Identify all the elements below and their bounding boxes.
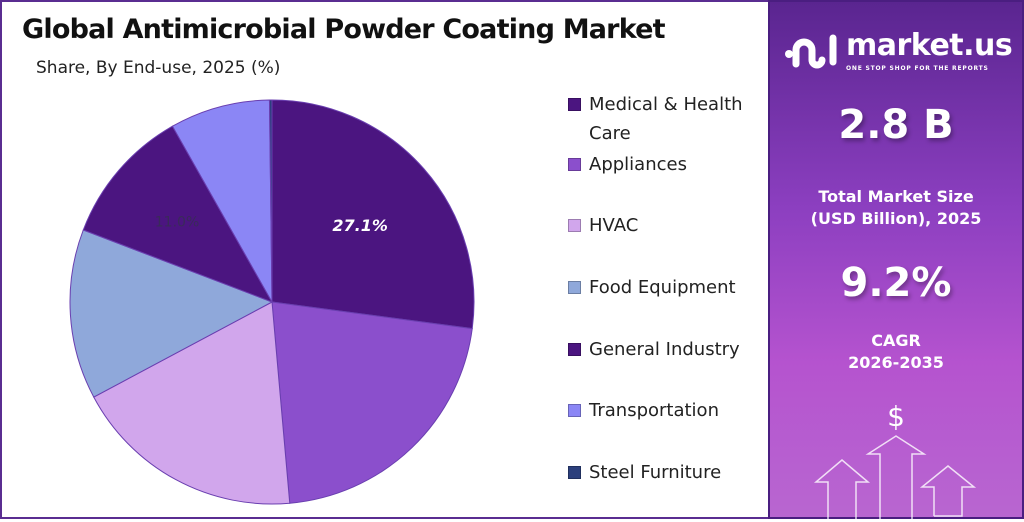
legend-item-appliances: Appliances bbox=[568, 150, 687, 179]
legend-label: Medical & Health bbox=[589, 94, 743, 115]
cagr-value: 9.2% bbox=[840, 260, 952, 306]
legend-label: Care bbox=[589, 123, 631, 144]
pie-slice-general-industry bbox=[82, 125, 274, 303]
legend-label: Transportation bbox=[589, 400, 719, 421]
legend-swatch bbox=[568, 466, 581, 479]
summary-panel: market.us ONE STOP SHOP FOR THE REPORTS … bbox=[768, 0, 1024, 522]
cagr-label: CAGR bbox=[871, 331, 921, 350]
legend-swatch bbox=[568, 404, 581, 417]
legend-label: Steel Furniture bbox=[589, 462, 722, 483]
logo-icon bbox=[785, 34, 837, 69]
legend-swatch bbox=[568, 158, 581, 171]
legend-item-steel-furniture: Steel Furniture bbox=[568, 458, 721, 487]
legend-label: Food Equipment bbox=[589, 277, 736, 298]
market-size-label: Total Market Size bbox=[818, 187, 974, 206]
chart-title: Global Antimicrobial Powder Coating Mark… bbox=[22, 14, 666, 45]
chart-subtitle: Share, By End-use, 2025 (%) bbox=[36, 58, 281, 78]
pie-slice-food-equipment bbox=[69, 229, 274, 398]
pie-slice-hvac bbox=[93, 301, 291, 505]
pie-slice-steel-furniture bbox=[268, 99, 273, 303]
legend-item-hvac: HVAC bbox=[568, 211, 638, 240]
pie-slice-transportation bbox=[171, 99, 273, 303]
data-label: 27.1% bbox=[332, 216, 388, 235]
logo-text: market.us bbox=[846, 28, 1013, 63]
logo: market.us ONE STOP SHOP FOR THE REPORTS bbox=[784, 28, 1014, 72]
legend-swatch bbox=[568, 343, 581, 356]
cagr-period: 2026-2035 bbox=[848, 353, 944, 372]
market-size-value: 2.8 B bbox=[838, 102, 954, 148]
legend-item-medical: Medical & Health Care bbox=[568, 90, 743, 148]
legend-label: HVAC bbox=[589, 215, 639, 236]
legend-swatch bbox=[568, 98, 581, 111]
pie-slice-appliances bbox=[271, 301, 473, 504]
legend-label: Appliances bbox=[589, 154, 687, 175]
logo-tagline: ONE STOP SHOP FOR THE REPORTS bbox=[846, 65, 989, 72]
legend-item-transportation: Transportation bbox=[568, 396, 719, 425]
data-label: 11.0% bbox=[155, 214, 199, 230]
legend-swatch bbox=[568, 281, 581, 294]
pie-chart: 27.1% 11.0% bbox=[69, 99, 475, 505]
legend-item-food-equipment: Food Equipment bbox=[568, 273, 736, 302]
growth-arrows-icon bbox=[813, 435, 977, 522]
chart-area: Global Antimicrobial Powder Coating Mark… bbox=[0, 0, 768, 519]
legend-item-general-industry: General Industry bbox=[568, 335, 740, 364]
legend-swatch bbox=[568, 219, 581, 232]
dollar-icon: $ bbox=[887, 400, 905, 433]
pie-slice-medical-health-care bbox=[271, 99, 475, 330]
legend-label: General Industry bbox=[589, 339, 740, 360]
market-size-label-2: (USD Billion), 2025 bbox=[810, 209, 982, 228]
